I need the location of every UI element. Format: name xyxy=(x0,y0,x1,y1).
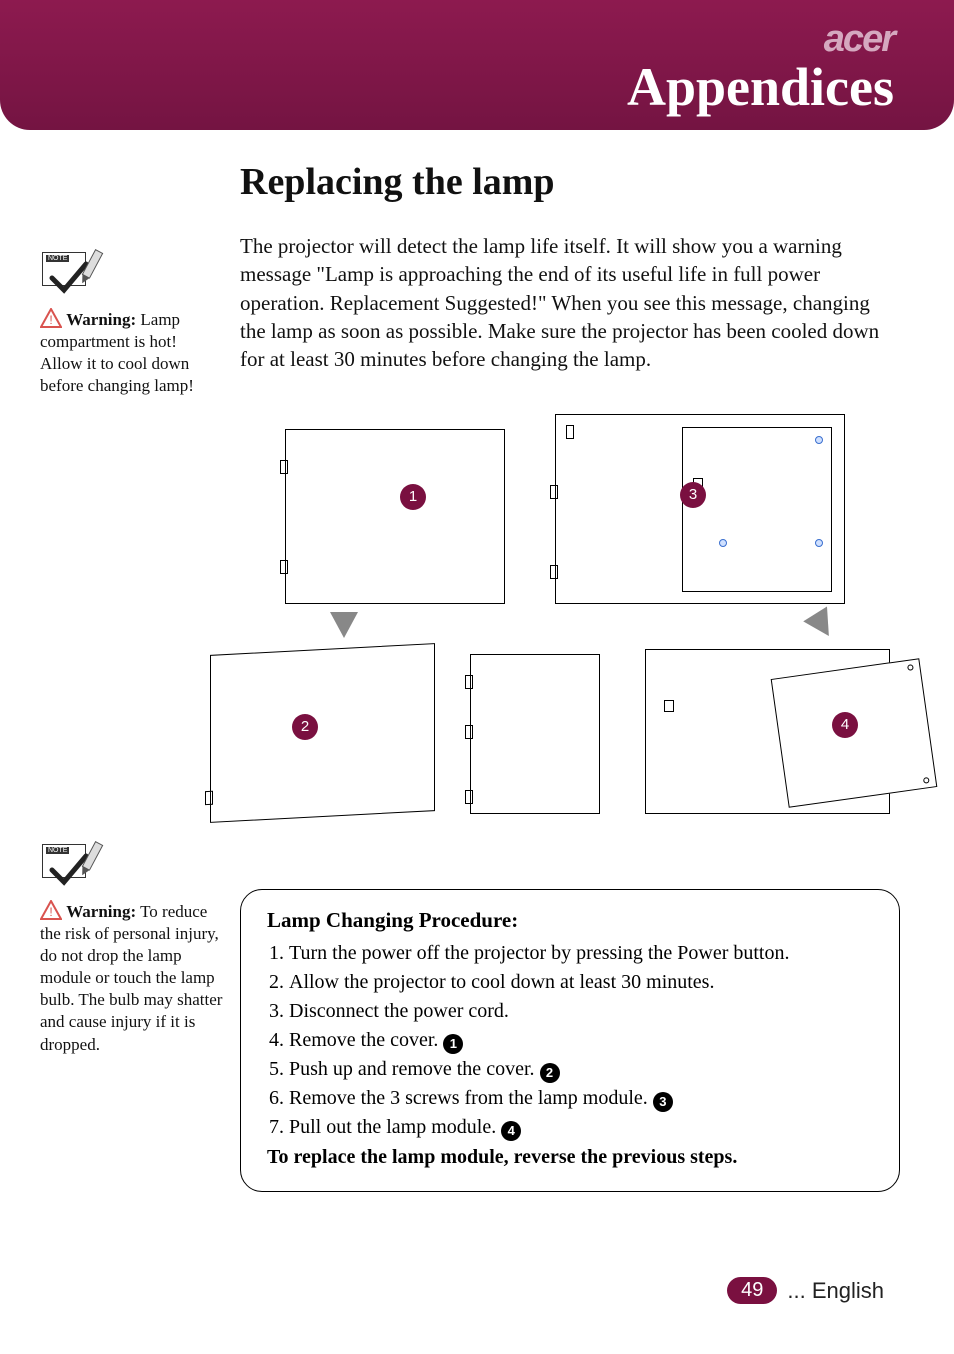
warning-label: Warning: xyxy=(66,902,136,921)
procedure-step: Remove the cover. 1 xyxy=(289,1026,873,1055)
diagram-panel-2 xyxy=(210,643,435,823)
page-footer: 49 ... English xyxy=(727,1277,884,1304)
procedure-step: Push up and remove the cover. 2 xyxy=(289,1055,873,1084)
procedure-step: Allow the projector to cool down at leas… xyxy=(289,968,873,997)
intro-paragraph: The projector will detect the lamp life … xyxy=(240,232,894,374)
warning-body: To reduce the risk of personal injury, d… xyxy=(40,902,222,1054)
procedure-closing: To replace the lamp module, reverse the … xyxy=(267,1146,873,1169)
warning-1-text: ! Warning: Lamp compartment is hot! Allo… xyxy=(40,308,220,397)
header-title: Appendices xyxy=(627,56,894,118)
language-label: ... English xyxy=(787,1278,884,1304)
svg-text:!: ! xyxy=(49,905,52,919)
procedure-step: Pull out the lamp module. 4 xyxy=(289,1113,873,1142)
step-ref-icon: 3 xyxy=(653,1092,673,1112)
diagram-marker-1: 1 xyxy=(400,484,426,510)
step-ref-icon: 4 xyxy=(501,1121,521,1141)
svg-text:!: ! xyxy=(49,313,52,327)
warning-2-text: ! Warning: To reduce the risk of persona… xyxy=(40,900,225,1056)
note-icon: NOTE xyxy=(40,842,95,894)
warning-triangle-icon: ! xyxy=(40,900,62,920)
step-ref-icon: 1 xyxy=(443,1034,463,1054)
arrow-down-icon xyxy=(330,612,358,638)
diagram-marker-4: 4 xyxy=(832,712,858,738)
diagram-panel-1 xyxy=(285,429,505,604)
procedure-list: Turn the power off the projector by pres… xyxy=(267,939,873,1142)
page-number: 49 xyxy=(727,1277,777,1304)
procedure-step: Remove the 3 screws from the lamp module… xyxy=(289,1084,873,1113)
sidebar-warning-2: NOTE ! Warning: To reduce the risk of pe… xyxy=(40,842,225,1056)
diagram-marker-2: 2 xyxy=(292,714,318,740)
procedure-box: Lamp Changing Procedure: Turn the power … xyxy=(240,889,900,1192)
diagram-panel-2b xyxy=(470,654,600,814)
note-icon: NOTE xyxy=(40,250,95,302)
diagram-marker-3: 3 xyxy=(680,482,706,508)
arrow-diag-icon xyxy=(803,606,841,643)
brand-logo: acer xyxy=(824,18,894,61)
content-area: Replacing the lamp The projector will de… xyxy=(0,130,954,1192)
procedure-title: Lamp Changing Procedure: xyxy=(267,908,873,933)
warning-label: Warning: xyxy=(66,310,136,329)
page-header: acer Appendices xyxy=(0,0,954,130)
sidebar-warning-1: NOTE ! Warning: Lamp compartment is hot!… xyxy=(40,250,220,397)
procedure-step: Turn the power off the projector by pres… xyxy=(289,939,873,968)
procedure-step: Disconnect the power cord. xyxy=(289,997,873,1026)
lamp-diagram: 1 3 2 xyxy=(240,394,894,824)
section-title: Replacing the lamp xyxy=(240,160,894,204)
diagram-panel-3 xyxy=(555,414,845,604)
warning-triangle-icon: ! xyxy=(40,308,62,328)
step-ref-icon: 2 xyxy=(540,1063,560,1083)
